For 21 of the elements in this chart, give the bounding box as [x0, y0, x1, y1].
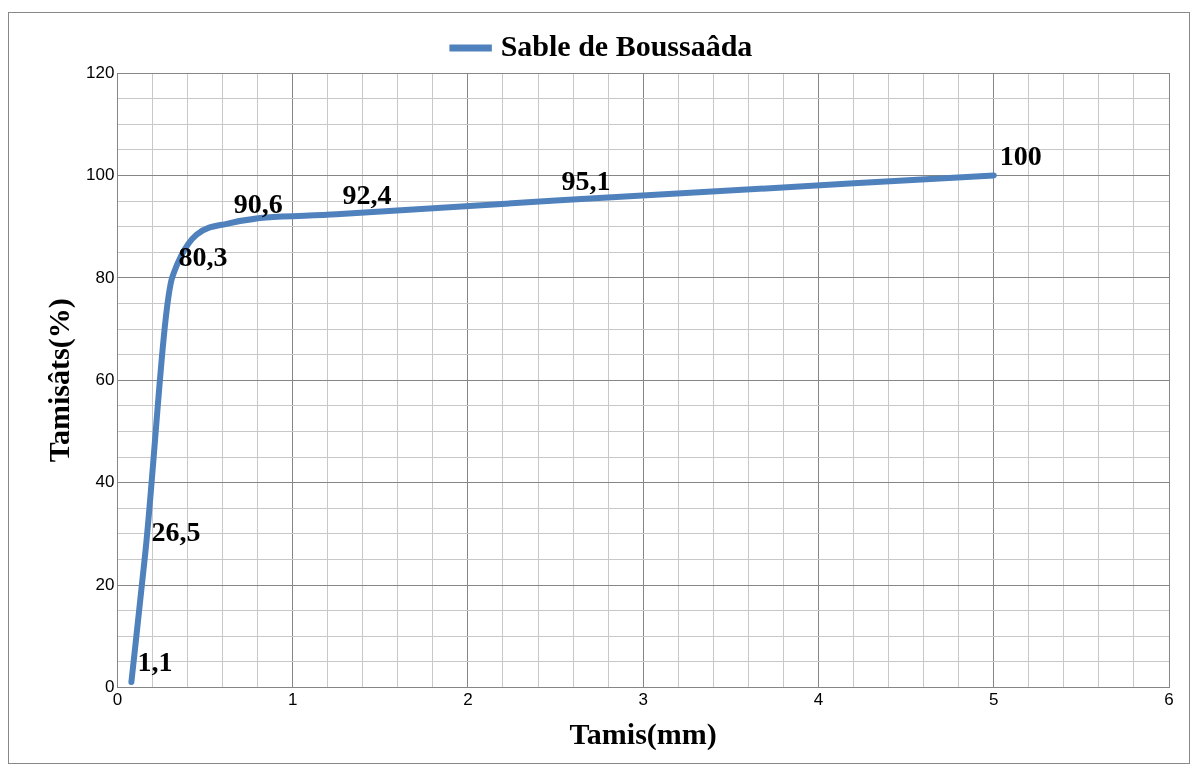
- x-tick-label: 2: [463, 690, 473, 710]
- data-label: 90,6: [233, 187, 283, 219]
- x-tick-label: 6: [1164, 690, 1174, 710]
- y-tick-label: 80: [95, 267, 115, 287]
- y-axis-title: Tamisâts(%): [41, 298, 76, 463]
- data-label: 100: [999, 139, 1042, 171]
- x-tick-label: 3: [638, 690, 648, 710]
- y-tick-label: 120: [85, 62, 115, 82]
- x-tick-label: 1: [287, 690, 298, 710]
- data-label: 92,4: [342, 178, 392, 210]
- x-axis-title: Tamis(mm): [569, 716, 717, 751]
- x-tick-label: 5: [988, 690, 999, 710]
- y-tick-label: 100: [85, 165, 115, 185]
- y-tick-label: 20: [95, 574, 115, 594]
- data-label: 95,1: [561, 164, 611, 196]
- legend-label: Sable de Boussaâda: [500, 28, 753, 62]
- y-tick-label: 60: [95, 369, 115, 389]
- data-label: 26,5: [151, 516, 201, 548]
- data-label: 1,1: [137, 646, 173, 678]
- x-tick-label: 4: [813, 690, 824, 710]
- y-tick-label: 40: [95, 472, 115, 492]
